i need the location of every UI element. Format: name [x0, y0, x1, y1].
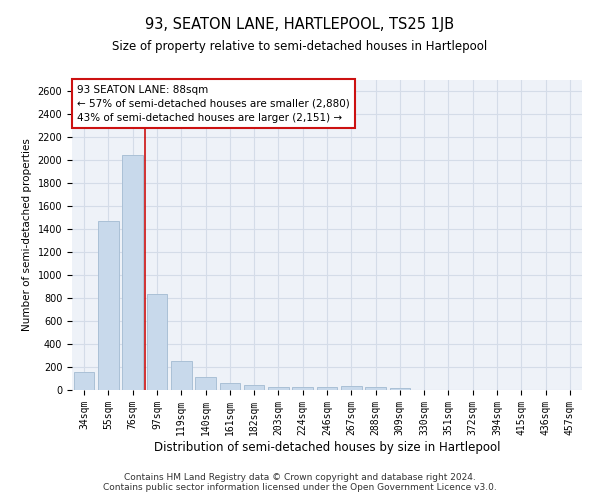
Text: Contains HM Land Registry data © Crown copyright and database right 2024.
Contai: Contains HM Land Registry data © Crown c… [103, 473, 497, 492]
Bar [195, 377, 216, 390]
Bar [146, 294, 167, 390]
Bar [317, 387, 337, 390]
Bar [122, 155, 143, 390]
Bar [268, 386, 289, 390]
Text: Size of property relative to semi-detached houses in Hartlepool: Size of property relative to semi-detach… [112, 40, 488, 53]
X-axis label: Distribution of semi-detached houses by size in Hartlepool: Distribution of semi-detached houses by … [154, 440, 500, 454]
Text: 93 SEATON LANE: 88sqm
← 57% of semi-detached houses are smaller (2,880)
43% of s: 93 SEATON LANE: 88sqm ← 57% of semi-deta… [77, 84, 350, 122]
Y-axis label: Number of semi-detached properties: Number of semi-detached properties [22, 138, 32, 332]
Bar [74, 372, 94, 390]
Bar [98, 221, 119, 390]
Bar [220, 382, 240, 390]
Bar [244, 385, 265, 390]
Bar [365, 387, 386, 390]
Bar [341, 386, 362, 390]
Bar [389, 388, 410, 390]
Bar [292, 387, 313, 390]
Bar [171, 360, 191, 390]
Text: 93, SEATON LANE, HARTLEPOOL, TS25 1JB: 93, SEATON LANE, HARTLEPOOL, TS25 1JB [145, 18, 455, 32]
